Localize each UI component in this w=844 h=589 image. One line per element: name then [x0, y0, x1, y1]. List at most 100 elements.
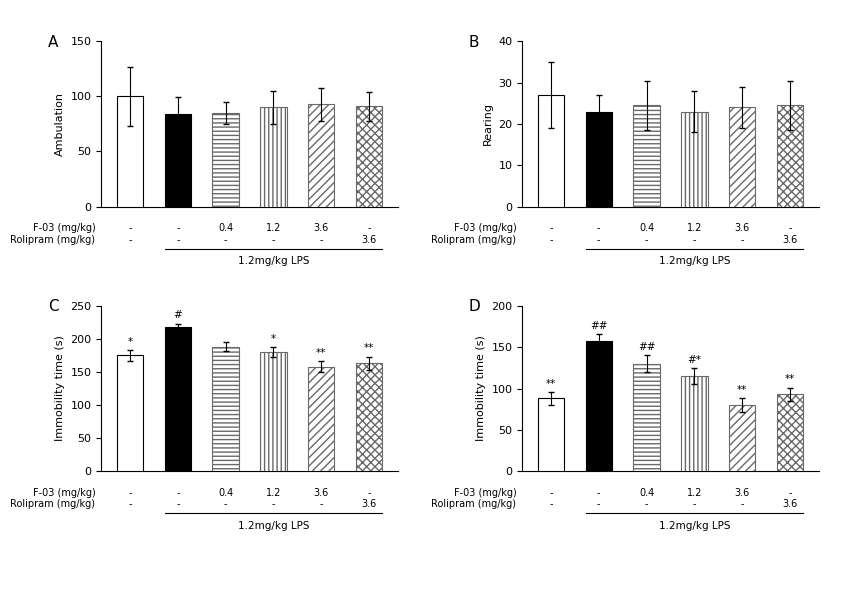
Text: ##: ## [638, 342, 655, 352]
Text: 3.6: 3.6 [782, 499, 798, 509]
Text: #*: #* [687, 355, 701, 365]
Text: -: - [367, 223, 371, 233]
Bar [586, 340, 612, 471]
Text: 1.2mg/kg LPS: 1.2mg/kg LPS [658, 521, 730, 531]
Text: **: ** [546, 379, 556, 389]
Bar [260, 107, 287, 207]
Text: -: - [176, 234, 180, 244]
Text: **: ** [737, 385, 747, 395]
Bar [116, 97, 143, 207]
Text: -: - [549, 488, 553, 498]
Text: -: - [693, 234, 696, 244]
Bar [538, 95, 564, 207]
Text: -: - [367, 488, 371, 498]
Text: F-03 (mg/kg): F-03 (mg/kg) [33, 488, 95, 498]
Bar [729, 107, 755, 207]
Text: **: ** [785, 375, 795, 385]
Text: A: A [48, 35, 58, 49]
Text: #: # [173, 310, 182, 320]
Text: -: - [549, 234, 553, 244]
Y-axis label: Ambulation: Ambulation [55, 92, 65, 156]
Text: F-03 (mg/kg): F-03 (mg/kg) [33, 223, 95, 233]
Text: **: ** [316, 348, 327, 358]
Bar [633, 105, 660, 207]
Text: -: - [597, 499, 600, 509]
Text: -: - [549, 499, 553, 509]
Bar [356, 106, 382, 207]
Text: **: ** [364, 343, 374, 353]
Text: 3.6: 3.6 [361, 499, 376, 509]
Text: 3.6: 3.6 [361, 234, 376, 244]
Text: -: - [549, 223, 553, 233]
Text: B: B [469, 35, 479, 49]
Bar [681, 111, 707, 207]
Text: -: - [597, 488, 600, 498]
Text: -: - [176, 223, 180, 233]
Text: 1.2mg/kg LPS: 1.2mg/kg LPS [658, 256, 730, 266]
Text: -: - [272, 499, 275, 509]
Text: 3.6: 3.6 [314, 223, 329, 233]
Bar [586, 111, 612, 207]
Text: -: - [645, 234, 648, 244]
Text: -: - [128, 499, 132, 509]
Text: -: - [788, 488, 792, 498]
Text: Rolipram (mg/kg): Rolipram (mg/kg) [10, 234, 95, 244]
Y-axis label: Immobility time (s): Immobility time (s) [476, 336, 486, 441]
Text: -: - [788, 223, 792, 233]
Bar [776, 105, 803, 207]
Bar [116, 355, 143, 471]
Text: 3.6: 3.6 [782, 234, 798, 244]
Text: 0.4: 0.4 [639, 223, 654, 233]
Text: 0.4: 0.4 [639, 488, 654, 498]
Text: C: C [48, 299, 58, 314]
Bar [165, 327, 191, 471]
Text: 3.6: 3.6 [734, 488, 749, 498]
Bar [633, 363, 660, 471]
Text: 3.6: 3.6 [314, 488, 329, 498]
Bar [213, 113, 239, 207]
Text: -: - [128, 234, 132, 244]
Text: -: - [740, 499, 744, 509]
Text: *: * [127, 337, 133, 347]
Text: -: - [224, 499, 227, 509]
Bar [729, 405, 755, 471]
Text: -: - [128, 223, 132, 233]
Text: -: - [128, 488, 132, 498]
Text: -: - [176, 499, 180, 509]
Text: -: - [645, 499, 648, 509]
Text: 3.6: 3.6 [734, 223, 749, 233]
Bar [776, 394, 803, 471]
Text: -: - [693, 499, 696, 509]
Text: *: * [271, 333, 276, 343]
Bar [356, 363, 382, 471]
Text: 0.4: 0.4 [218, 223, 233, 233]
Text: Rolipram (mg/kg): Rolipram (mg/kg) [10, 499, 95, 509]
Text: 1.2: 1.2 [266, 223, 281, 233]
Text: ##: ## [590, 320, 608, 330]
Text: 0.4: 0.4 [218, 488, 233, 498]
Bar [213, 347, 239, 471]
Y-axis label: Rearing: Rearing [483, 102, 493, 145]
Bar [260, 352, 287, 471]
Text: 1.2: 1.2 [687, 223, 702, 233]
Text: 1.2mg/kg LPS: 1.2mg/kg LPS [238, 521, 309, 531]
Text: F-03 (mg/kg): F-03 (mg/kg) [453, 223, 517, 233]
Bar [681, 376, 707, 471]
Text: -: - [224, 234, 227, 244]
Text: 1.2: 1.2 [687, 488, 702, 498]
Text: -: - [320, 234, 323, 244]
Text: 1.2mg/kg LPS: 1.2mg/kg LPS [238, 256, 309, 266]
Text: -: - [272, 234, 275, 244]
Text: -: - [176, 488, 180, 498]
Text: Rolipram (mg/kg): Rolipram (mg/kg) [431, 234, 517, 244]
Text: Rolipram (mg/kg): Rolipram (mg/kg) [431, 499, 517, 509]
Text: -: - [740, 234, 744, 244]
Bar [538, 398, 564, 471]
Bar [308, 367, 334, 471]
Y-axis label: Immobility time (s): Immobility time (s) [55, 336, 65, 441]
Bar [308, 104, 334, 207]
Text: -: - [597, 234, 600, 244]
Text: -: - [597, 223, 600, 233]
Text: 1.2: 1.2 [266, 488, 281, 498]
Text: -: - [320, 499, 323, 509]
